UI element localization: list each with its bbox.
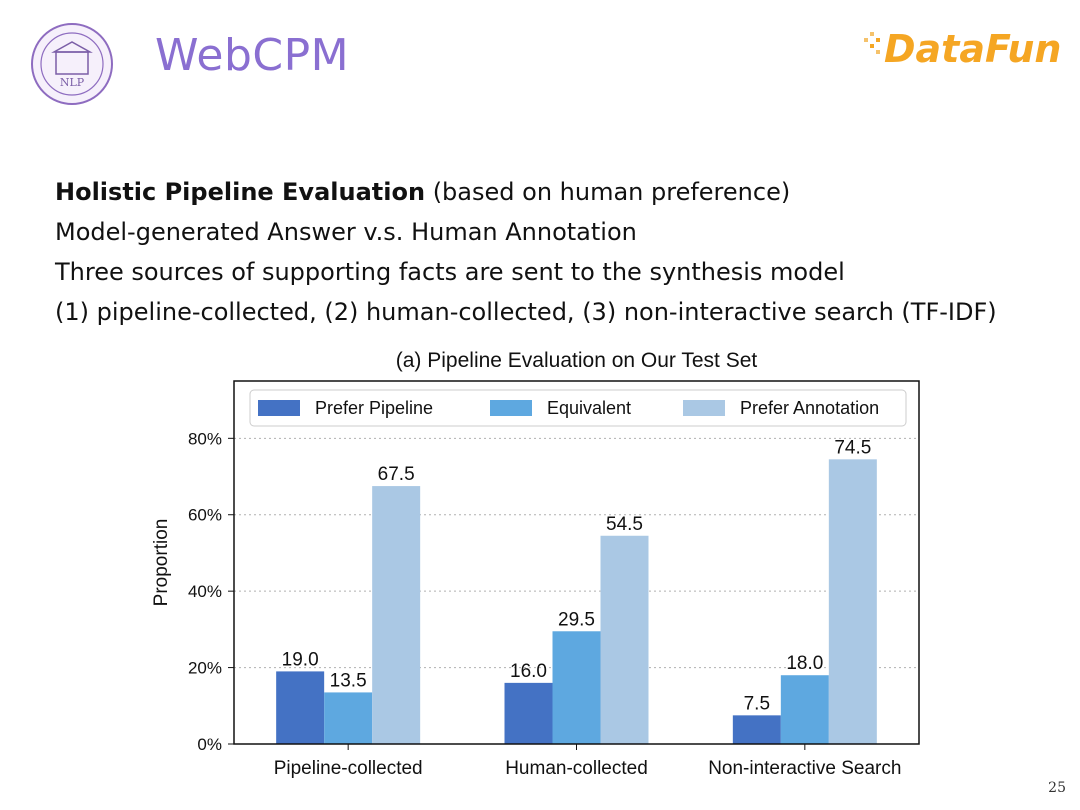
y-tick-label: 80% <box>188 429 222 448</box>
data-label: 13.5 <box>330 670 367 691</box>
datafun-logo: DataFun. <box>864 27 1060 71</box>
bar <box>276 671 325 744</box>
y-tick-label: 20% <box>188 659 222 678</box>
x-tick-label: Non-interactive Search <box>708 758 901 779</box>
y-axis-label: Proportion <box>151 519 172 607</box>
nlp-lab-logo: NLP <box>31 23 113 105</box>
body-line-3-text: Three sources of supporting facts are se… <box>55 258 845 286</box>
page-number: 25 <box>1048 780 1066 796</box>
body-line-2-text: Model-generated Answer v.s. Human Annota… <box>55 218 637 246</box>
legend-swatch <box>258 400 300 416</box>
body-line-4-text: (1) pipeline-collected, (2) human-collec… <box>55 298 997 326</box>
legend-label: Prefer Pipeline <box>315 398 433 418</box>
data-label: 74.5 <box>834 437 871 458</box>
bar <box>552 631 601 744</box>
data-label: 16.0 <box>510 661 547 682</box>
bar <box>504 682 553 744</box>
legend-label: Prefer Annotation <box>740 398 879 418</box>
legend-label: Equivalent <box>547 398 631 418</box>
body-line-4: (1) pipeline-collected, (2) human-collec… <box>55 292 1065 332</box>
legend-swatch <box>683 400 725 416</box>
data-label: 54.5 <box>606 514 643 535</box>
plot-frame <box>233 380 920 745</box>
body-line-1-bold: Holistic Pipeline Evaluation <box>55 178 426 206</box>
slide-body: Holistic Pipeline Evaluation (based on h… <box>55 172 1065 332</box>
bar <box>780 675 829 744</box>
y-tick-label: 60% <box>188 506 222 525</box>
body-line-2: Model-generated Answer v.s. Human Annota… <box>55 212 1065 252</box>
bar <box>732 715 781 744</box>
legend-box <box>249 389 907 427</box>
body-line-1: Holistic Pipeline Evaluation (based on h… <box>55 172 1065 212</box>
datafun-logo-text: DataFun. <box>884 27 1060 71</box>
legend-swatch <box>490 400 532 416</box>
bar <box>828 459 877 744</box>
data-label: 19.0 <box>282 649 319 670</box>
bar-chart: (a) Pipeline Evaluation on Our Test Set 0… <box>140 340 940 780</box>
body-line-1-rest: (based on human preference) <box>425 178 791 206</box>
data-label: 18.0 <box>786 653 823 674</box>
data-label: 67.5 <box>378 464 415 485</box>
slide-title: WebCPM <box>155 30 350 81</box>
bar <box>600 535 649 744</box>
data-label: 7.5 <box>744 693 770 714</box>
bar <box>372 486 421 744</box>
bar <box>324 692 373 744</box>
chart-title: (a) Pipeline Evaluation on Our Test Set <box>396 349 758 372</box>
logo-nlp-text: NLP <box>60 76 85 89</box>
data-label: 29.5 <box>558 609 595 630</box>
x-tick-label: Human-collected <box>505 758 648 779</box>
x-tick-label: Pipeline-collected <box>274 758 423 779</box>
y-tick-label: 0% <box>197 735 222 754</box>
body-line-3: Three sources of supporting facts are se… <box>55 252 1065 292</box>
y-tick-label: 40% <box>188 582 222 601</box>
